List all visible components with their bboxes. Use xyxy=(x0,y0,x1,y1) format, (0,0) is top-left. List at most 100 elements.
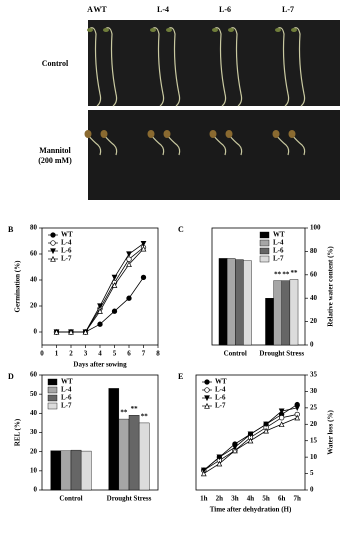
cotyledon xyxy=(291,28,297,32)
row-label: (200 mM) xyxy=(38,156,72,165)
legend-label: L-7 xyxy=(273,255,284,263)
x-tick-label: 6h xyxy=(278,495,286,503)
marker xyxy=(200,470,207,477)
seedling xyxy=(87,27,102,107)
x-tick-label: Drought Stress xyxy=(107,495,152,503)
seedling xyxy=(275,134,290,156)
cotyledon xyxy=(147,130,155,138)
significance: ** xyxy=(141,413,149,421)
cotyledon xyxy=(87,28,93,32)
y-axis-label: REL (%) xyxy=(14,418,22,446)
x-tick-label: 3 xyxy=(84,350,88,358)
cotyledon xyxy=(288,130,296,138)
marker xyxy=(216,460,223,467)
marker xyxy=(126,256,132,262)
bar xyxy=(118,418,130,491)
bar xyxy=(235,259,244,346)
y-tick-label: 30 xyxy=(310,387,318,395)
cotyledon xyxy=(166,28,172,32)
y-tick-label: 20 xyxy=(30,447,38,455)
marker xyxy=(111,308,118,314)
significance: ** xyxy=(120,409,128,417)
seedling xyxy=(275,27,290,107)
significance: ** xyxy=(290,269,298,277)
cotyledon xyxy=(100,130,108,138)
significance: ** xyxy=(274,270,282,278)
bar xyxy=(218,258,228,346)
marker xyxy=(126,251,132,258)
legend-label: L-6 xyxy=(215,394,226,402)
marker xyxy=(50,240,56,246)
marker xyxy=(50,248,56,255)
marker xyxy=(294,414,301,421)
x-tick-label: 7h xyxy=(294,495,302,503)
seedling xyxy=(103,27,118,107)
x-axis-label: Time after dehydration (H) xyxy=(210,506,292,514)
legend-label: L-4 xyxy=(273,239,284,247)
legend-label: WT xyxy=(61,231,73,239)
marker xyxy=(263,427,269,434)
marker xyxy=(97,321,103,327)
legend-swatch xyxy=(47,394,58,402)
marker xyxy=(216,454,223,461)
seedling xyxy=(103,134,118,156)
legend-label: WT xyxy=(215,378,227,386)
marker xyxy=(111,282,118,288)
marker xyxy=(247,437,254,444)
legend-swatch xyxy=(259,255,270,263)
marker xyxy=(97,308,103,314)
cotyledon xyxy=(272,130,280,138)
bar xyxy=(226,258,236,346)
legend-swatch xyxy=(259,239,270,247)
x-tick-label: 7 xyxy=(142,350,146,358)
legend-swatch xyxy=(47,402,58,410)
marker xyxy=(53,328,60,335)
y-tick-label: 40 xyxy=(310,294,318,302)
y-tick-label: 40 xyxy=(30,276,38,284)
marker xyxy=(204,379,210,385)
bar xyxy=(108,388,120,491)
cotyledon xyxy=(84,130,92,138)
marker xyxy=(200,467,207,474)
column-label: L-4 xyxy=(157,5,169,14)
legend-label: L-6 xyxy=(61,394,72,402)
seedling xyxy=(228,134,243,156)
seedling xyxy=(228,27,243,107)
column-label: L-6 xyxy=(219,5,231,14)
column-label: WT xyxy=(93,5,107,14)
y-tick-label: 0 xyxy=(310,486,314,494)
seedling xyxy=(150,134,165,156)
cotyledon xyxy=(150,28,156,32)
significance: ** xyxy=(131,405,139,413)
x-tick-label: Control xyxy=(59,495,82,503)
x-tick-label: 4h xyxy=(247,495,255,503)
x-tick-label: 1h xyxy=(200,495,208,503)
y-tick-label: 10 xyxy=(310,453,318,461)
y-tick-label: 80 xyxy=(30,224,38,232)
legend-swatch xyxy=(259,231,270,239)
x-tick-label: 5 xyxy=(113,350,117,358)
y-axis-label: Germination (%) xyxy=(14,260,22,313)
y-tick-label: 20 xyxy=(30,302,38,310)
marker xyxy=(50,255,56,262)
x-tick-label: 0 xyxy=(40,350,44,358)
marker xyxy=(204,402,210,409)
y-tick-label: 30 xyxy=(30,428,38,436)
plot-frame xyxy=(195,374,306,491)
bar xyxy=(273,280,282,346)
x-tick-label: 2h xyxy=(216,495,224,503)
marker xyxy=(140,245,147,252)
y-tick-label: 0 xyxy=(34,486,38,494)
marker xyxy=(294,405,301,411)
seedling xyxy=(166,134,181,156)
seedling xyxy=(291,134,306,156)
seedling xyxy=(87,134,102,156)
x-tick-label: Control xyxy=(224,350,247,358)
marker xyxy=(50,232,56,238)
cotyledon xyxy=(209,130,217,138)
legend-label: L-7 xyxy=(215,402,226,410)
marker xyxy=(126,295,132,301)
legend-label: WT xyxy=(273,231,285,239)
x-tick-label: 8 xyxy=(156,350,160,358)
